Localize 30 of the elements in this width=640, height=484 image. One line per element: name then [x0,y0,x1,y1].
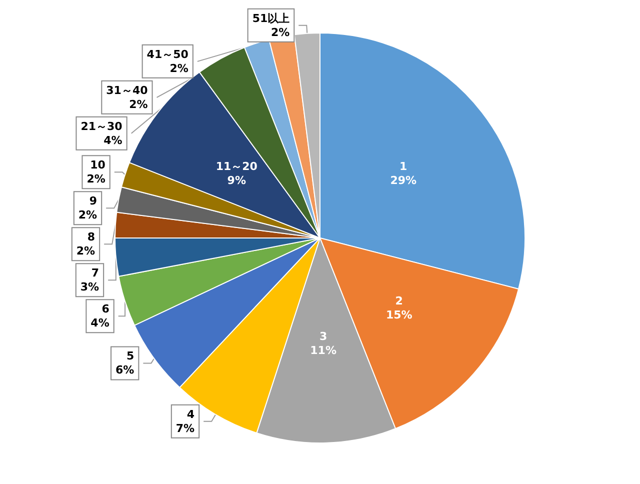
slice-label: 9 [89,194,98,208]
data-label: 11% [310,344,336,357]
slice-label: 1 [400,160,408,173]
data-label: 29% [390,174,417,187]
data-label: 2% [270,26,290,39]
slice-label: 7 [91,266,100,280]
data-label: 2% [76,244,96,258]
slice-label: 8 [87,230,96,244]
data-label: 4% [90,316,110,330]
slice-label: 11～20 [216,160,258,173]
data-label: 9% [227,174,246,187]
slice-label: 10 [90,158,106,172]
data-label: 15% [386,308,412,322]
slice-label: 2 [395,294,403,308]
slice-label: 6 [102,302,110,316]
slice-label: 41～50 [146,48,189,61]
data-label: 7% [176,422,195,435]
slice-label: 5 [126,350,134,363]
data-label: 4% [104,134,122,147]
data-label: 2% [129,98,148,111]
data-label: 2% [170,62,188,75]
data-label: 2% [86,172,106,186]
data-label: 3% [80,280,100,294]
data-label: 2% [78,208,98,222]
slice-label: 3 [319,330,328,343]
slice-label: 4 [186,408,195,421]
slice-label: 31～40 [106,84,148,97]
data-label: 6% [115,364,134,377]
slice-label: 21～30 [80,120,123,133]
slice-label: 51以上 [252,12,290,25]
